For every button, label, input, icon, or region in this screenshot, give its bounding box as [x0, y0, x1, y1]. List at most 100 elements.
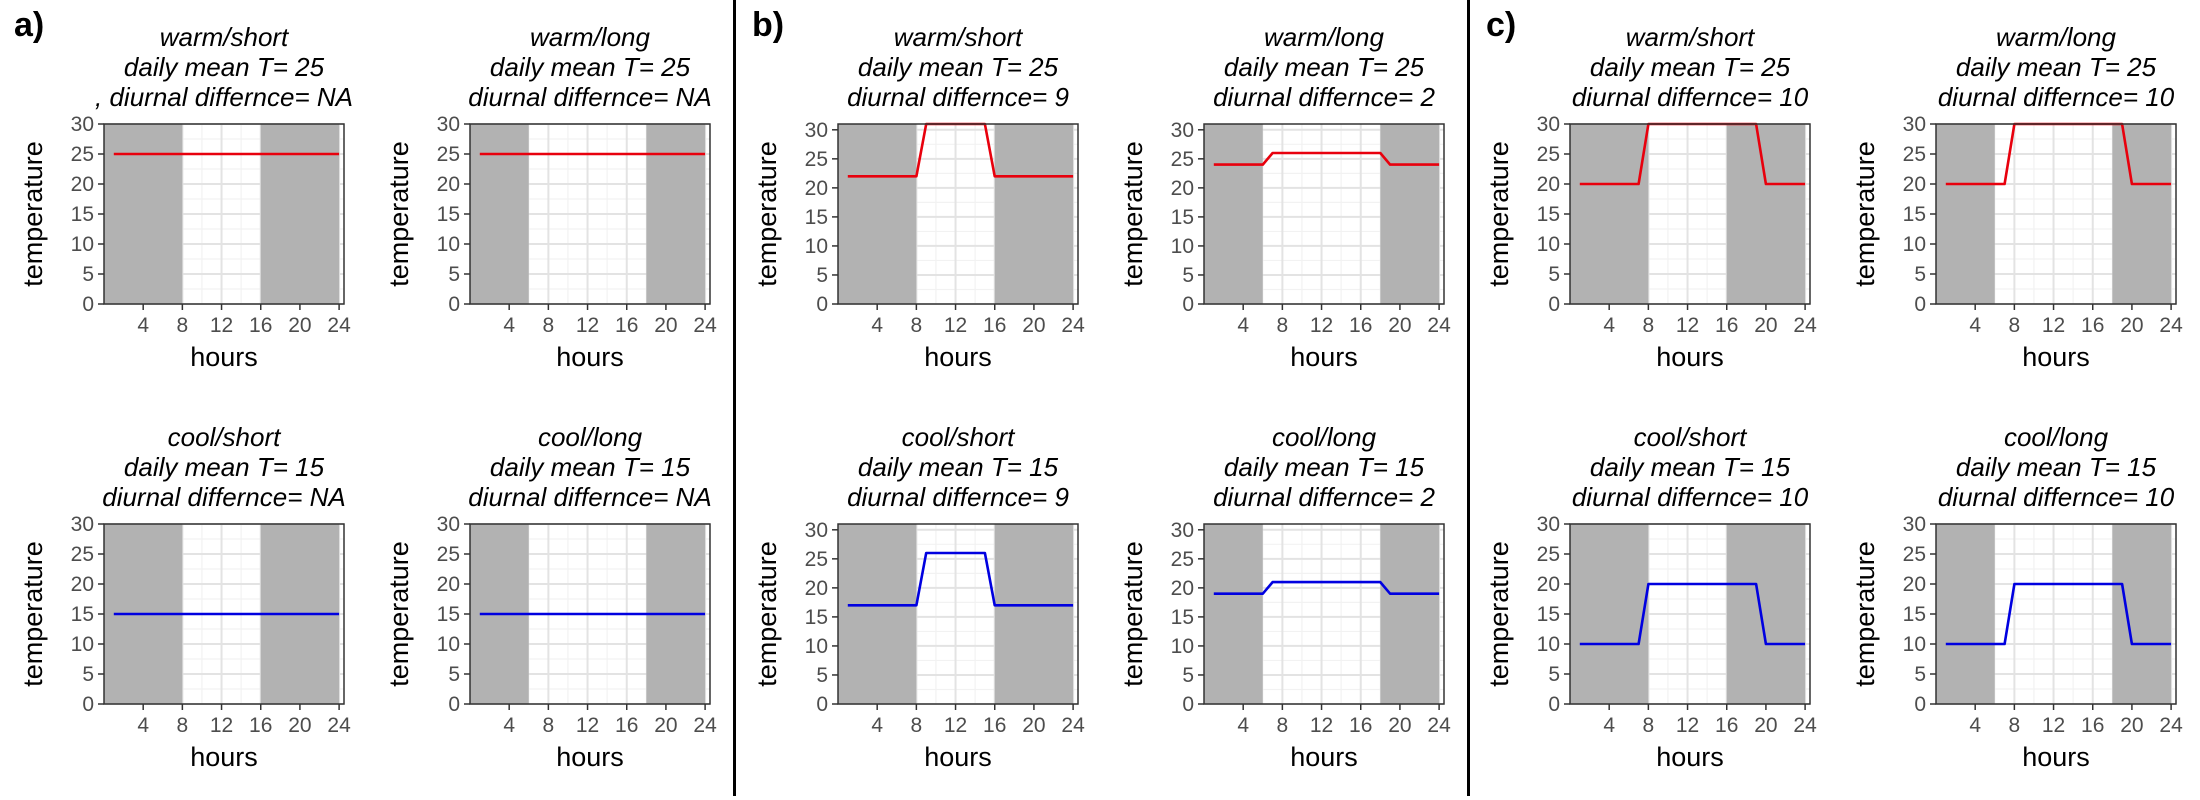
x-tick-label: 20	[288, 714, 311, 737]
chart-panel: 4 8 12 16 20 24 0 5 10 15 20 25 30 hours temperature co…	[752, 422, 1085, 772]
night-shading	[1726, 524, 1806, 704]
x-tick-label: 8	[1643, 314, 1655, 337]
x-tick-label: 24	[1427, 314, 1451, 337]
x-axis-label: hours	[190, 742, 258, 772]
y-tick-label: 25	[1537, 543, 1560, 566]
temperature-line	[1213, 151, 1440, 166]
panel-title-line: cool/short	[902, 422, 1016, 452]
y-tick-label: 5	[82, 663, 94, 686]
y-tick-label: 0	[1548, 293, 1560, 316]
panel-title-line: diurnal differnce= 10	[1938, 482, 2175, 512]
night-shading	[1380, 124, 1440, 304]
y-tick-label: 15	[437, 203, 460, 226]
x-tick-label: 16	[615, 714, 638, 737]
x-tick-label: 24	[1061, 714, 1085, 737]
x-tick-label: 12	[944, 714, 967, 737]
panel-title-line: diurnal differnce= NA	[102, 482, 346, 512]
plot-border	[837, 523, 1079, 705]
panel-title-line: warm/short	[160, 22, 290, 52]
y-axis-label: temperature	[384, 141, 414, 287]
x-axis-label: hours	[924, 342, 992, 372]
x-tick-label: 12	[1676, 314, 1699, 337]
y-tick-label: 5	[1914, 663, 1926, 686]
x-tick-label: 20	[288, 314, 311, 337]
y-tick-label: 5	[1548, 263, 1560, 286]
x-axis-label: hours	[1290, 742, 1358, 772]
y-tick-label: 30	[1171, 119, 1194, 142]
y-tick-label: 25	[1171, 548, 1194, 571]
panel-title-line: diurnal differnce= 2	[1213, 82, 1435, 112]
plot-border	[1203, 123, 1445, 305]
panel-title-line: warm/short	[894, 22, 1024, 52]
y-tick-label: 20	[1537, 573, 1560, 596]
chart-panel: 4 8 12 16 20 24 0 5 10 15 20 25 30 hours temperature wa…	[752, 22, 1085, 372]
x-tick-label: 8	[543, 314, 555, 337]
panel-title-line: diurnal differnce= 10	[1572, 482, 1809, 512]
x-axis-label: hours	[2022, 742, 2090, 772]
y-tick-label: 20	[1171, 177, 1194, 200]
x-tick-label: 24	[2159, 714, 2183, 737]
panel-title-line: warm/long	[530, 22, 650, 52]
y-tick-label: 5	[1182, 664, 1194, 687]
night-shading	[838, 124, 917, 304]
x-tick-label: 8	[177, 714, 189, 737]
chart-panel: 4 8 12 16 20 24 0 5 10 15 20 25 30 hours temperature wa…	[1118, 22, 1451, 372]
night-shading	[2112, 524, 2172, 704]
x-tick-label: 16	[249, 714, 272, 737]
panel-title-line: , diurnal differnce= NA	[95, 82, 353, 112]
panel-title-line: diurnal differnce= 2	[1213, 482, 1435, 512]
y-tick-label: 30	[437, 113, 460, 136]
night-shading	[260, 124, 340, 304]
y-tick-label: 25	[71, 543, 94, 566]
y-tick-label: 25	[805, 148, 828, 171]
panel-title-line: daily mean T= 25	[1956, 52, 2157, 82]
x-tick-label: 4	[1969, 314, 1981, 337]
night-shading	[1204, 124, 1263, 304]
y-tick-label: 15	[1537, 203, 1560, 226]
y-tick-label: 10	[71, 233, 94, 256]
y-tick-label: 25	[805, 548, 828, 571]
y-tick-label: 15	[1537, 603, 1560, 626]
panel-title-line: warm/long	[1264, 22, 1384, 52]
x-tick-label: 12	[2042, 314, 2065, 337]
x-tick-label: 24	[327, 314, 351, 337]
night-shading	[1570, 124, 1649, 304]
x-tick-label: 20	[654, 314, 677, 337]
section-label-b: b)	[752, 6, 785, 44]
y-tick-label: 25	[1903, 143, 1926, 166]
y-tick-label: 10	[805, 635, 828, 658]
x-tick-label: 8	[911, 314, 923, 337]
panel-title-line: daily mean T= 15	[1224, 452, 1425, 482]
x-tick-label: 4	[1237, 714, 1249, 737]
y-tick-label: 15	[71, 603, 94, 626]
x-axis-label: hours	[190, 342, 258, 372]
panel-title-line: daily mean T= 25	[490, 52, 691, 82]
y-tick-label: 20	[71, 173, 94, 196]
x-axis-label: hours	[924, 742, 992, 772]
y-tick-label: 10	[1171, 235, 1194, 258]
night-shading	[1204, 524, 1263, 704]
x-tick-label: 4	[871, 714, 883, 737]
x-tick-label: 24	[2159, 314, 2183, 337]
y-axis-label: temperature	[1484, 541, 1514, 687]
y-tick-label: 15	[805, 206, 828, 229]
night-shading	[1570, 524, 1649, 704]
y-tick-label: 20	[1537, 173, 1560, 196]
x-tick-label: 16	[1349, 714, 1372, 737]
y-tick-label: 30	[437, 513, 460, 536]
panel-title-line: daily mean T= 15	[1590, 452, 1791, 482]
y-tick-label: 0	[816, 293, 828, 316]
y-tick-label: 30	[1537, 513, 1560, 536]
y-tick-label: 20	[437, 573, 460, 596]
x-tick-label: 16	[983, 314, 1006, 337]
night-shading	[1936, 524, 1995, 704]
y-tick-label: 10	[1903, 233, 1926, 256]
x-axis-label: hours	[556, 742, 624, 772]
panel-title-line: daily mean T= 15	[1956, 452, 2157, 482]
y-tick-label: 30	[71, 113, 94, 136]
night-shading	[994, 524, 1074, 704]
section-divider	[1467, 0, 1470, 796]
x-tick-label: 16	[1715, 714, 1738, 737]
